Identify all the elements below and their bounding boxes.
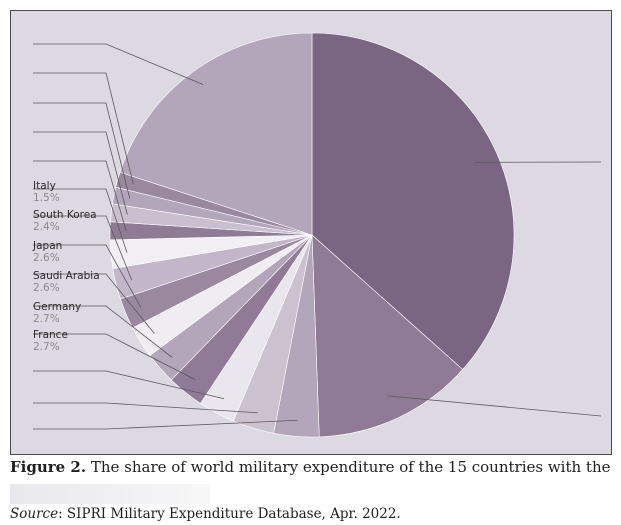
leader-line-14 bbox=[33, 72, 134, 185]
leader-line-11 bbox=[33, 160, 127, 232]
leader-line-1 bbox=[387, 395, 602, 417]
leader-line-8 bbox=[33, 244, 142, 308]
slice-label-name: Italy bbox=[33, 180, 56, 192]
slice-label-value: 2.4% bbox=[33, 221, 60, 233]
slice-label-value: 2.6% bbox=[33, 282, 60, 294]
leader-line-13 bbox=[33, 102, 131, 199]
leader-line-12 bbox=[33, 131, 128, 215]
slice-label-value: 2.7% bbox=[33, 341, 60, 353]
figure-caption: Figure 2. The share of world military ex… bbox=[10, 458, 611, 476]
slice-label-value: 2.7% bbox=[33, 313, 60, 325]
caption-fade-overlay bbox=[10, 484, 210, 504]
slice-label-name: Germany bbox=[33, 301, 81, 313]
leader-line-5 bbox=[33, 333, 196, 381]
source-text: : SIPRI Military Expenditure Database, A… bbox=[58, 506, 401, 522]
pie-slice-15 bbox=[119, 32, 313, 236]
slice-label-name: Japan bbox=[32, 240, 62, 252]
slice-label-name: Saudi Arabia bbox=[33, 270, 100, 282]
pie-slice-0 bbox=[311, 32, 515, 370]
figure-label: Figure 2. bbox=[10, 458, 87, 476]
leader-line-9 bbox=[33, 215, 133, 281]
leader-line-15 bbox=[33, 43, 204, 85]
leader-line-3 bbox=[33, 402, 258, 414]
leader-line-2 bbox=[33, 419, 298, 430]
slice-label-name: France bbox=[33, 329, 68, 341]
leader-line-4 bbox=[33, 370, 225, 400]
slice-label-value: 1.5% bbox=[33, 192, 60, 204]
chart-panel: France 2.7% Germany 2.7% Saudi Arabia 2.6% Jap… bbox=[10, 10, 612, 455]
leader-line-6 bbox=[33, 305, 173, 358]
figure-caption-text: The share of world military expenditure … bbox=[86, 458, 611, 476]
source-note: Source: SIPRI Military Expenditure Datab… bbox=[10, 506, 401, 522]
pie-slice-1 bbox=[311, 234, 464, 438]
leader-line-10 bbox=[33, 188, 128, 253]
source-label: Source bbox=[10, 506, 59, 522]
slice-label-name: South Korea bbox=[33, 209, 97, 221]
leader-line-7 bbox=[33, 273, 155, 334]
slice-label-value: 2.6% bbox=[33, 252, 60, 264]
